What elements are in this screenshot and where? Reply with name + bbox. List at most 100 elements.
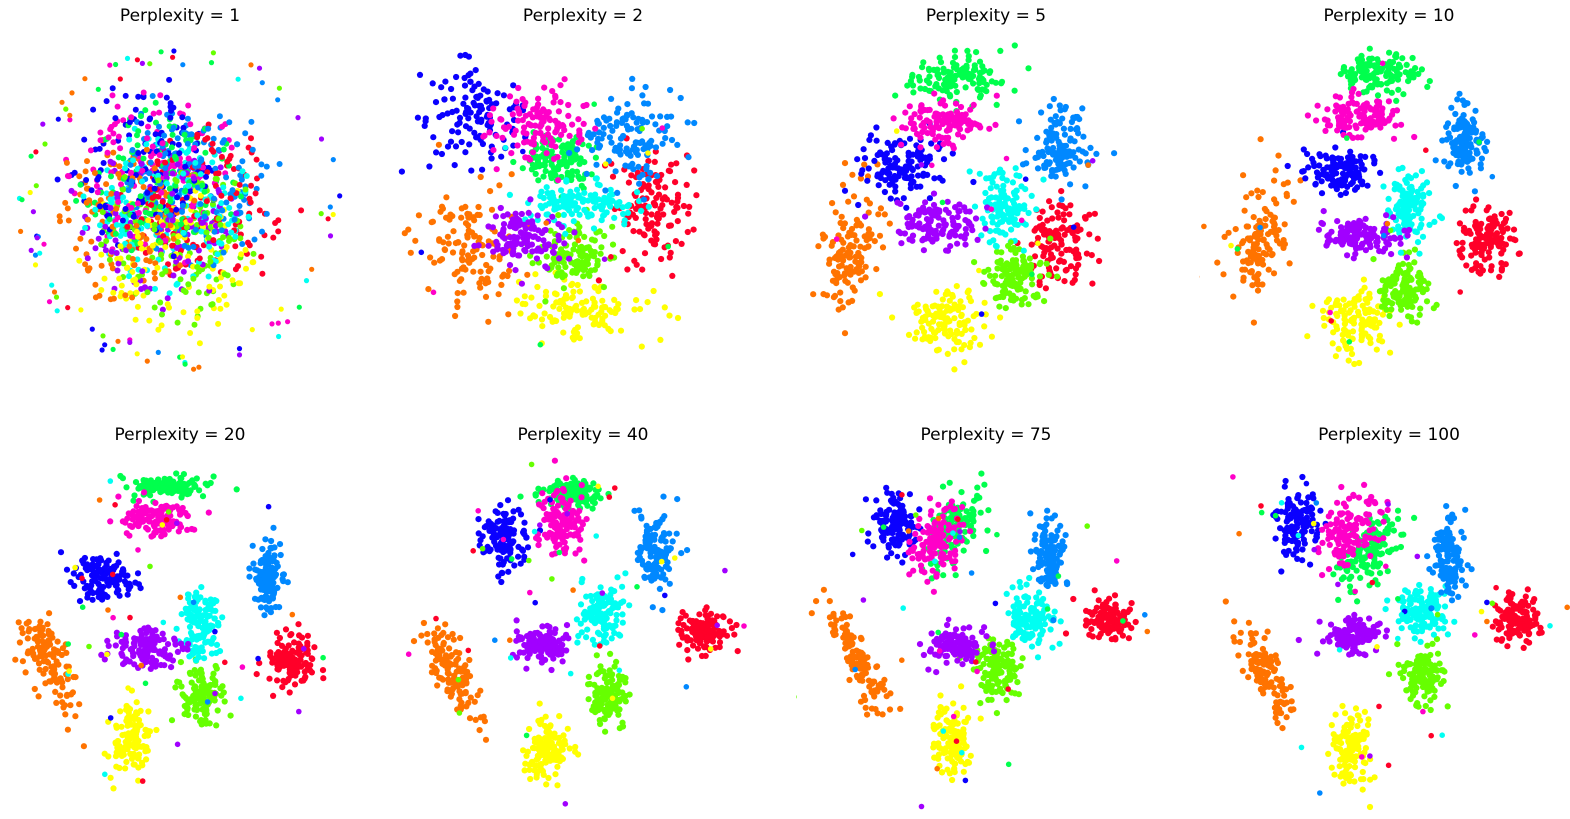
scatter-point — [126, 137, 132, 143]
scatter-point — [1025, 301, 1031, 307]
scatter-point — [105, 150, 111, 156]
scatter-point — [898, 230, 904, 236]
scatter-point — [810, 291, 816, 297]
scatter-point — [911, 125, 917, 131]
scatter-point — [174, 194, 180, 200]
scatter-point — [526, 210, 532, 216]
scatter-point — [643, 84, 649, 90]
scatter-point — [66, 173, 72, 179]
scatter-point — [952, 48, 958, 54]
scatter-point — [535, 96, 541, 102]
scatter-point — [450, 249, 456, 255]
scatter-point — [555, 221, 561, 227]
scatter-point — [1396, 299, 1402, 305]
scatter-point — [546, 200, 552, 206]
scatter-point — [1027, 255, 1033, 261]
scatter-point — [963, 226, 969, 232]
scatter-point — [962, 235, 968, 241]
scatter-point — [463, 220, 469, 226]
scatter-point — [681, 203, 687, 209]
scatter-point — [599, 136, 605, 142]
scatter-point — [839, 214, 845, 220]
scatter-point — [198, 229, 204, 235]
scatter-point — [142, 107, 148, 113]
scatter-point — [242, 130, 248, 136]
scatter-point — [666, 313, 672, 319]
scatter-point — [65, 305, 70, 310]
scatter-point — [950, 60, 956, 66]
scatter-point — [1400, 91, 1406, 97]
scatter-point — [1053, 228, 1059, 234]
scatter-point — [961, 359, 967, 365]
scatter-point — [1365, 334, 1371, 340]
scatter-point — [156, 110, 162, 116]
scatter-point — [1351, 75, 1357, 81]
scatter-point — [882, 152, 888, 158]
scatter-point — [425, 286, 431, 292]
scatter-point — [1334, 218, 1340, 224]
scatter-point — [219, 227, 225, 233]
scatter-point — [608, 328, 614, 334]
scatter-point — [657, 113, 663, 119]
scatter-point — [493, 133, 499, 139]
scatter-point — [542, 298, 548, 304]
scatter-point — [155, 177, 161, 183]
scatter-point — [127, 231, 133, 237]
scatter-point — [907, 103, 913, 109]
scatter-point — [275, 97, 280, 102]
scatter-point — [614, 110, 620, 116]
scatter-point — [1399, 55, 1405, 61]
scatter-point — [579, 264, 585, 270]
scatter-point — [140, 61, 145, 66]
scatter-point — [1400, 189, 1406, 195]
scatter-point — [183, 289, 189, 295]
scatter-point — [594, 261, 600, 267]
scatter-point — [437, 209, 443, 215]
scatter-point — [210, 237, 216, 243]
scatter-point — [248, 183, 254, 189]
scatter-point — [1060, 224, 1066, 230]
scatter-point — [902, 110, 908, 116]
scatter-point — [1066, 211, 1072, 217]
scatter-point — [162, 160, 168, 166]
scatter-point — [570, 289, 576, 295]
scatter-point — [110, 139, 116, 145]
scatter-point — [508, 150, 514, 156]
scatter-point — [1493, 233, 1499, 239]
scatter-point — [1051, 96, 1057, 102]
scatter-point — [118, 181, 124, 187]
scatter-point — [973, 311, 979, 317]
scatter-point — [85, 217, 91, 223]
scatter-point — [538, 342, 544, 348]
scatter-point — [226, 235, 232, 241]
scatter-point — [500, 229, 506, 235]
scatter-point — [237, 352, 242, 357]
scatter-point — [1481, 241, 1487, 247]
scatter-point — [544, 265, 550, 271]
scatter-point — [194, 315, 200, 321]
scatter-point — [563, 177, 569, 183]
scatter-point — [65, 205, 71, 211]
scatter-point — [148, 153, 154, 159]
scatter-point — [125, 187, 131, 193]
scatter-point — [232, 217, 238, 223]
scatter-point — [123, 206, 129, 212]
scatter-point — [190, 244, 196, 250]
scatter-point — [576, 238, 582, 244]
scatter-point — [218, 164, 224, 170]
scatter-point — [970, 80, 976, 86]
scatter-point — [1316, 162, 1322, 168]
scatter-point — [940, 227, 946, 233]
scatter-point — [994, 102, 1000, 108]
scatter-point — [1011, 206, 1017, 212]
scatter-point — [954, 339, 960, 345]
scatter-point — [152, 186, 158, 192]
scatter-point — [507, 192, 513, 198]
scatter-point — [1461, 112, 1467, 118]
scatter-point — [589, 147, 595, 153]
scatter-point — [1248, 250, 1254, 256]
scatter-point — [891, 115, 897, 121]
scatter-point — [968, 326, 974, 332]
scatter-point — [936, 207, 942, 213]
scatter-point — [415, 115, 421, 121]
